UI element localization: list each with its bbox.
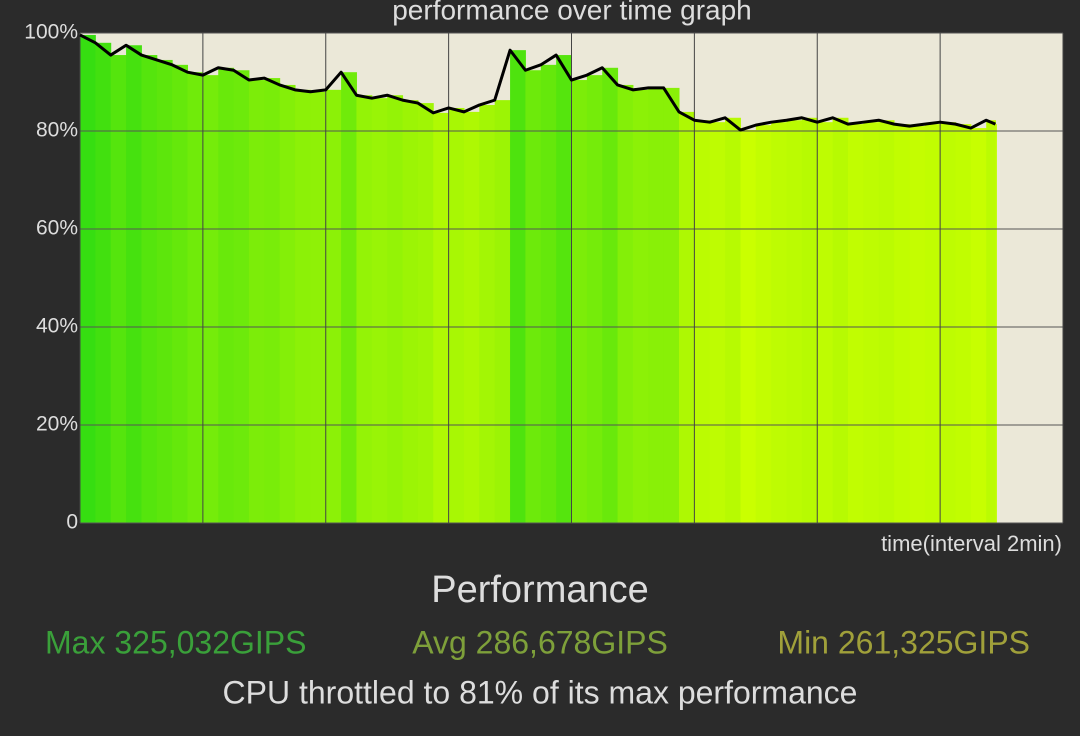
area-column xyxy=(387,95,404,523)
throttle-note: CPU throttled to 81% of its max performa… xyxy=(223,674,858,710)
area-column xyxy=(433,112,450,524)
area-column xyxy=(187,72,204,523)
area-column xyxy=(632,89,649,523)
area-column xyxy=(218,67,235,523)
area-column xyxy=(617,84,634,523)
y-tick-label: 20% xyxy=(36,413,78,436)
area-column xyxy=(525,70,542,524)
area-column xyxy=(448,107,465,523)
y-tick-label: 100% xyxy=(24,21,78,44)
area-column xyxy=(95,42,112,524)
area-column xyxy=(126,45,142,523)
area-column xyxy=(955,124,972,523)
area-column xyxy=(602,67,619,523)
area-column xyxy=(156,59,173,523)
y-tick-label: 80% xyxy=(36,119,78,142)
area-column xyxy=(540,64,557,523)
area-column xyxy=(402,100,419,523)
area-column xyxy=(172,64,189,523)
area-column xyxy=(310,91,327,524)
area-column xyxy=(832,117,849,524)
area-column xyxy=(80,34,96,524)
area-column xyxy=(817,122,834,524)
x-axis-label: time(interval 2min) xyxy=(881,531,1062,556)
area-column xyxy=(341,72,357,523)
area-column xyxy=(894,124,910,523)
area-column xyxy=(233,70,250,524)
area-column xyxy=(986,120,996,523)
performance-line xyxy=(79,33,997,132)
summary-heading: Performance xyxy=(431,569,649,611)
area-column xyxy=(417,103,434,523)
area-column xyxy=(940,122,956,524)
area-column xyxy=(325,89,342,523)
y-tick-label: 0 xyxy=(66,511,78,534)
area-column xyxy=(995,124,997,523)
chart-title: performance over time graph xyxy=(392,0,752,25)
area-column xyxy=(264,78,281,523)
area-column xyxy=(970,128,987,523)
area-column xyxy=(847,124,864,523)
area-column xyxy=(510,50,526,524)
area-column xyxy=(694,120,711,523)
area-column xyxy=(909,126,926,523)
area-column xyxy=(863,122,880,524)
max-stat: Max 325,032GIPS xyxy=(45,624,306,660)
area-column xyxy=(295,89,311,523)
y-tick-label: 40% xyxy=(36,315,78,338)
area-column xyxy=(479,105,496,523)
area-column xyxy=(556,55,572,524)
area-column xyxy=(725,117,741,524)
area-column xyxy=(801,117,818,524)
area-column xyxy=(571,80,588,523)
area-column xyxy=(924,124,941,523)
area-column xyxy=(356,95,373,523)
area-column xyxy=(371,98,388,524)
area-column xyxy=(755,125,772,524)
y-tick-label: 60% xyxy=(36,217,78,240)
area-column xyxy=(279,84,296,523)
area-column xyxy=(586,75,603,523)
area-column xyxy=(878,120,895,523)
avg-stat: Avg 286,678GIPS xyxy=(412,624,668,660)
area-column xyxy=(248,80,265,523)
area-column xyxy=(663,87,680,523)
area-column xyxy=(648,87,665,523)
area-column xyxy=(141,55,158,524)
area-column xyxy=(771,122,788,524)
area-column xyxy=(202,75,219,523)
area-column xyxy=(463,111,480,523)
area-column xyxy=(709,122,726,524)
min-stat: Min 261,325GIPS xyxy=(777,624,1030,660)
area-column xyxy=(679,111,695,523)
area-column xyxy=(494,100,511,523)
area-column xyxy=(786,120,803,523)
area-column xyxy=(110,55,127,524)
